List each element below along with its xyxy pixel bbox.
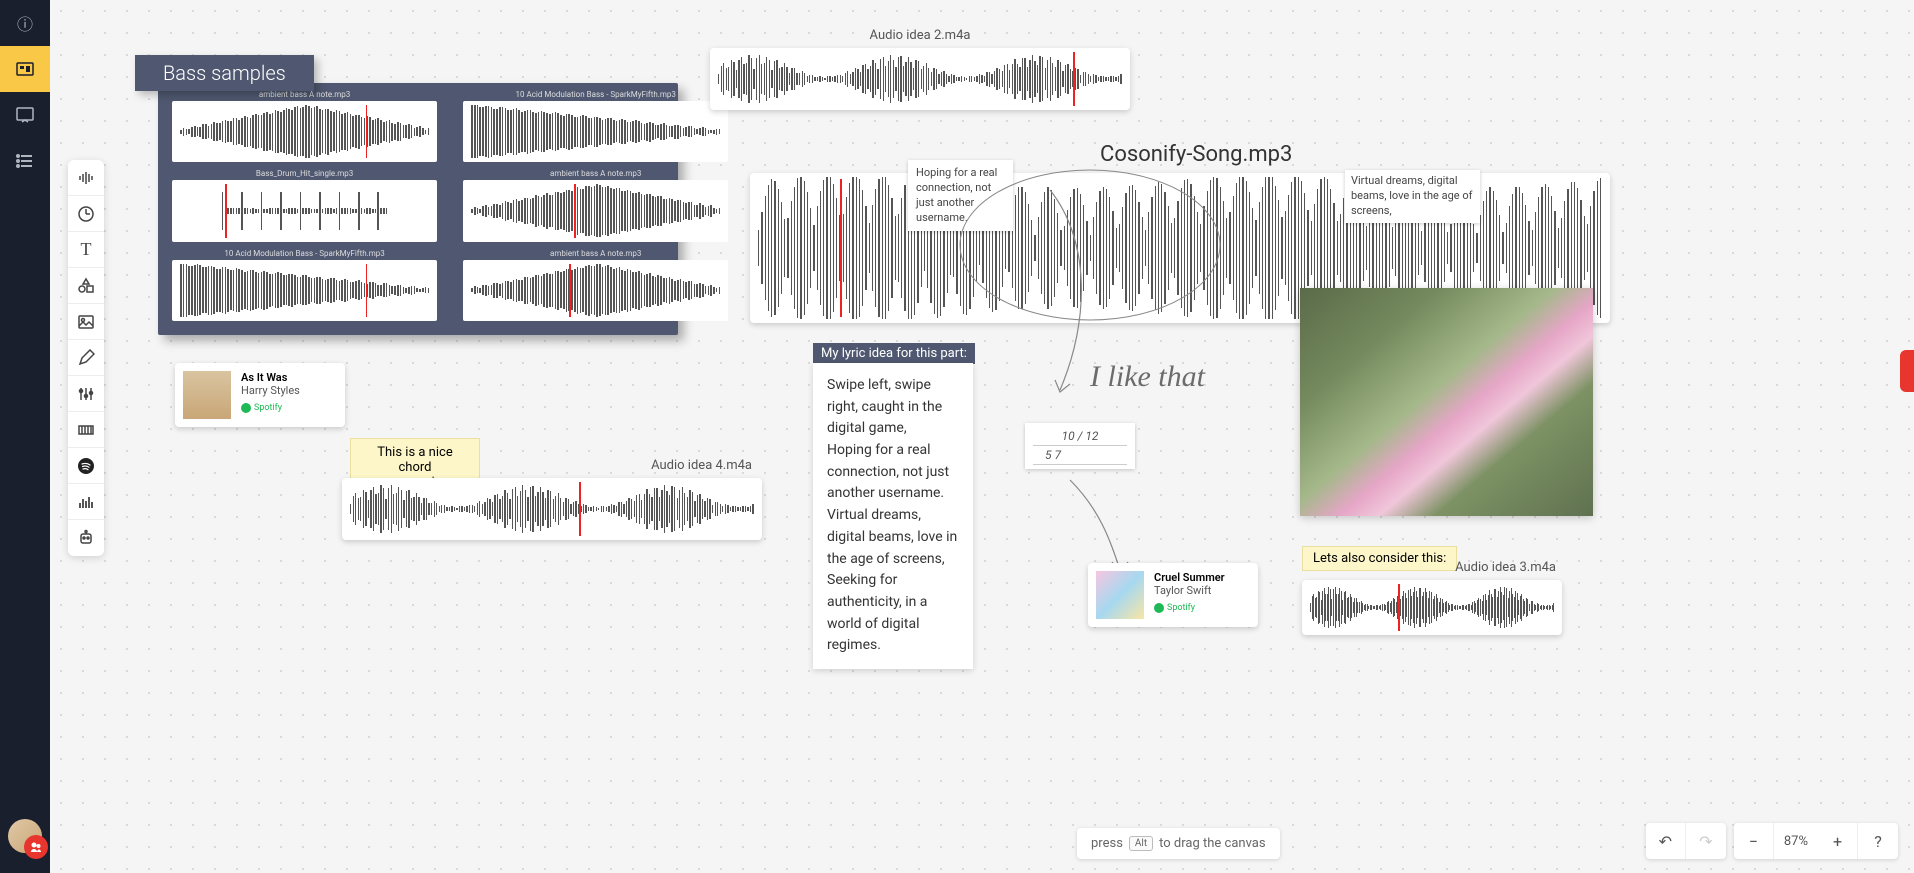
info-icon[interactable]: ⓘ	[0, 0, 50, 46]
bass-clip[interactable]: Bass_Drum_Hit_single.mp3	[172, 180, 437, 241]
undo-button[interactable]: ↶	[1646, 823, 1686, 859]
canvas[interactable]: Bass samples ambient bass A note.mp3 10 …	[50, 0, 1914, 873]
zoom-out-button[interactable]: −	[1734, 823, 1774, 859]
spotify-icon: Spotify	[1154, 603, 1225, 613]
bass-clip[interactable]: ambient bass A note.mp3	[463, 180, 728, 241]
bass-clip[interactable]: ambient bass A note.mp3	[463, 260, 728, 321]
ai-tool[interactable]	[68, 520, 104, 556]
mixer-tool[interactable]	[68, 376, 104, 412]
text-tool[interactable]: T	[68, 232, 104, 268]
bass-group-title: Bass samples	[135, 55, 314, 91]
spotify-card-2[interactable]: Cruel Summer Taylor Swift Spotify	[1088, 563, 1258, 627]
main-song-title: Cosonify-Song.mp3	[1100, 142, 1292, 167]
list-icon[interactable]	[0, 138, 50, 184]
clip-title: Audio idea 3.m4a	[1302, 560, 1562, 575]
pen-tool[interactable]	[68, 340, 104, 376]
bass-clip[interactable]: 10 Acid Modulation Bass - SparkMyFifth.m…	[463, 101, 728, 162]
audio-clip-idea2[interactable]: Audio idea 2.m4a	[710, 48, 1130, 110]
bottom-controls: ↶ ↷ − 87% + ?	[1646, 823, 1898, 859]
handwriting: I like that	[1090, 360, 1205, 394]
zoom-in-button[interactable]: +	[1818, 823, 1858, 859]
tool-panel: T	[68, 160, 104, 556]
help-button[interactable]: ?	[1858, 823, 1898, 859]
spotify-card-1[interactable]: As It Was Harry Styles Spotify	[175, 363, 345, 427]
audio-clip-idea3[interactable]: Audio idea 3.m4a	[1302, 580, 1562, 635]
album-art	[183, 371, 231, 419]
eq-tool[interactable]	[68, 484, 104, 520]
track-title: As It Was	[241, 371, 300, 384]
track-artist: Taylor Swift	[1154, 584, 1225, 597]
left-nav: ⓘ	[0, 0, 50, 873]
kbd-alt: Alt	[1129, 836, 1153, 851]
audio-clip-idea4[interactable]: Audio idea 4.m4a	[342, 478, 762, 540]
redo-button[interactable]: ↷	[1686, 823, 1726, 859]
zoom-level[interactable]: 87%	[1774, 834, 1818, 849]
lyric-tooltip: Virtual dreams, digital beams, love in t…	[1345, 170, 1480, 223]
track-artist: Harry Styles	[241, 384, 300, 397]
audio-tool[interactable]	[68, 160, 104, 196]
lyric-header: My lyric idea for this part:	[813, 343, 975, 364]
image-tool[interactable]	[68, 304, 104, 340]
bass-clip[interactable]: ambient bass A note.mp3	[172, 101, 437, 162]
image-card[interactable]	[1300, 288, 1593, 516]
album-art	[1096, 571, 1144, 619]
chord-sheet[interactable]: 10 / 125 7	[1025, 423, 1135, 469]
drag-hint: press Alt to drag the canvas	[1077, 828, 1280, 859]
present-icon[interactable]	[0, 92, 50, 138]
keyboard-tool[interactable]	[68, 412, 104, 448]
lyric-note[interactable]: Swipe left, swipe right, caught in the d…	[813, 363, 973, 669]
clip-title: Audio idea 4.m4a	[342, 458, 762, 473]
spotify-icon: Spotify	[241, 403, 300, 413]
bass-samples-group[interactable]: ambient bass A note.mp3 10 Acid Modulati…	[158, 83, 678, 335]
bass-clip[interactable]: 10 Acid Modulation Bass - SparkMyFifth.m…	[172, 260, 437, 321]
board-icon[interactable]	[0, 46, 50, 92]
shape-tool[interactable]	[68, 268, 104, 304]
clip-title: Audio idea 2.m4a	[710, 28, 1130, 43]
lyric-body: Swipe left, swipe right, caught in the d…	[827, 375, 959, 657]
user-avatar[interactable]	[8, 819, 42, 853]
tempo-tool[interactable]	[68, 196, 104, 232]
lyric-tooltip: Hoping for a real connection, not just a…	[908, 160, 1013, 231]
track-title: Cruel Summer	[1154, 571, 1225, 584]
collab-badge[interactable]	[24, 835, 48, 859]
right-panel-toggle[interactable]	[1900, 350, 1914, 392]
spotify-tool[interactable]	[68, 448, 104, 484]
